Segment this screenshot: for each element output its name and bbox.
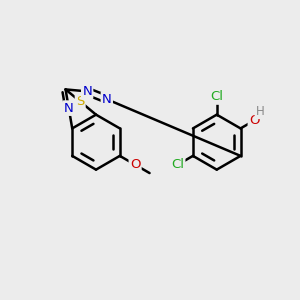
Text: Cl: Cl <box>210 91 223 103</box>
Text: O: O <box>130 158 140 171</box>
Text: H: H <box>256 105 265 118</box>
Text: S: S <box>76 95 84 108</box>
Text: N: N <box>82 85 92 98</box>
Text: N: N <box>102 93 112 106</box>
Text: N: N <box>64 102 74 115</box>
Text: O: O <box>249 114 260 127</box>
Text: Cl: Cl <box>171 158 184 171</box>
